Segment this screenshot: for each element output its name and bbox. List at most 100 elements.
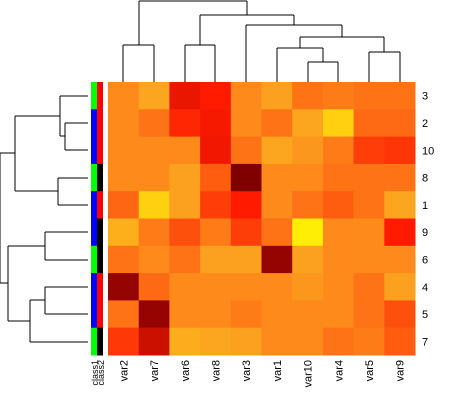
column-dendrogram (122, 0, 401, 82)
heatmap-cell (138, 163, 170, 192)
row-label: 5 (422, 309, 428, 321)
heatmap-cell (261, 191, 293, 219)
row-label: 3 (422, 91, 428, 103)
heatmap-cell (261, 300, 293, 329)
heatmap-cell (200, 191, 232, 219)
heatmap-cell (230, 218, 262, 247)
class-bar-cell (91, 163, 97, 192)
heatmap-cell (292, 191, 324, 219)
class-bar-cell (91, 327, 97, 356)
row-label: 6 (422, 254, 428, 266)
column-label: var10 (303, 360, 315, 388)
heatmap-cell (322, 191, 355, 219)
heatmap-cell (108, 163, 140, 192)
heatmap-cell (292, 163, 324, 192)
heatmap-cell (322, 136, 355, 165)
row-label: 2 (422, 118, 428, 130)
heatmap-cell (108, 300, 140, 329)
heatmap-cell (292, 300, 324, 329)
heatmap-cell (322, 82, 355, 110)
heatmap-cell (292, 218, 324, 247)
heatmap-cell (108, 109, 140, 138)
class-label: class1 (90, 360, 100, 386)
heatmap-cell (384, 273, 416, 301)
heatmap-cell (292, 327, 324, 356)
column-label: var4 (333, 360, 345, 381)
heatmap-cell (322, 218, 355, 247)
heatmap-cell (353, 300, 385, 329)
heatmap-cell (108, 273, 140, 301)
heatmap-cell (200, 327, 232, 356)
heatmap-cell (169, 136, 201, 165)
heatmap-cell (384, 218, 416, 247)
heatmap-cell (230, 136, 262, 165)
heatmap-cell (230, 327, 262, 356)
row-label: 9 (422, 227, 428, 239)
heatmap-cell (384, 245, 416, 274)
heatmap-cell (322, 273, 355, 301)
class-bar-cell (97, 163, 103, 192)
heatmap-cell (353, 109, 385, 138)
heatmap-cell (138, 82, 170, 110)
heatmap-cell (292, 109, 324, 138)
column-label: var7 (149, 360, 161, 381)
heatmap-cell (108, 136, 140, 165)
class-bar-cell (91, 82, 97, 110)
heatmap-cell (169, 109, 201, 138)
heatmap-cell (169, 163, 201, 192)
heatmap-cell (200, 273, 232, 301)
heatmap-cell (138, 136, 170, 165)
heatmap-cell (138, 327, 170, 356)
heatmap-cell (138, 218, 170, 247)
heatmap-cell (108, 218, 140, 247)
class-bar-cell (91, 109, 97, 138)
heatmap-cell (353, 327, 385, 356)
heatmap-cell (353, 136, 385, 165)
heatmap-cell (322, 245, 355, 274)
row-label: 10 (422, 145, 434, 157)
row-dendrogram (0, 95, 88, 343)
class-bar-cell (97, 218, 103, 247)
heatmap-cell (169, 191, 201, 219)
heatmap-cell (230, 109, 262, 138)
heatmap-cell (261, 273, 293, 301)
column-label: var5 (364, 360, 376, 381)
class-bar-cell (91, 191, 97, 219)
row-label: 8 (422, 173, 428, 185)
row-label: 4 (422, 282, 428, 294)
heatmap-cell (230, 163, 262, 192)
heatmap-cell (108, 327, 140, 356)
column-label: var6 (180, 360, 192, 381)
heatmap-cell (138, 191, 170, 219)
class-bar-cell (91, 218, 97, 247)
heatmap-cell (384, 300, 416, 329)
heatmap-cell (230, 82, 262, 110)
heatmap-cell (261, 327, 293, 356)
heatmap-cell (322, 327, 355, 356)
heatmap-cell (353, 273, 385, 301)
heatmap-cell (261, 163, 293, 192)
heatmap-cell (353, 245, 385, 274)
heatmap-cell (292, 245, 324, 274)
heatmap-cell (108, 191, 140, 219)
heatmap-cell (200, 82, 232, 110)
heatmap-cell (384, 191, 416, 219)
heatmap-cell (169, 300, 201, 329)
column-label: var8 (210, 360, 222, 381)
heatmap-cell (261, 218, 293, 247)
heatmap-cell (200, 109, 232, 138)
heatmap-cell (108, 245, 140, 274)
class-bar-cell (91, 245, 97, 274)
heatmap-cell (322, 300, 355, 329)
row-label: 1 (422, 200, 428, 212)
heatmap-cell (200, 136, 232, 165)
heatmap-cell (384, 327, 416, 356)
heatmap-cell (138, 300, 170, 329)
row-label: 7 (422, 336, 428, 348)
heatmap-cell (200, 245, 232, 274)
heatmap-cell (353, 163, 385, 192)
heatmap-cell (261, 109, 293, 138)
heatmap-cell (230, 191, 262, 219)
heatmap-cell (138, 109, 170, 138)
